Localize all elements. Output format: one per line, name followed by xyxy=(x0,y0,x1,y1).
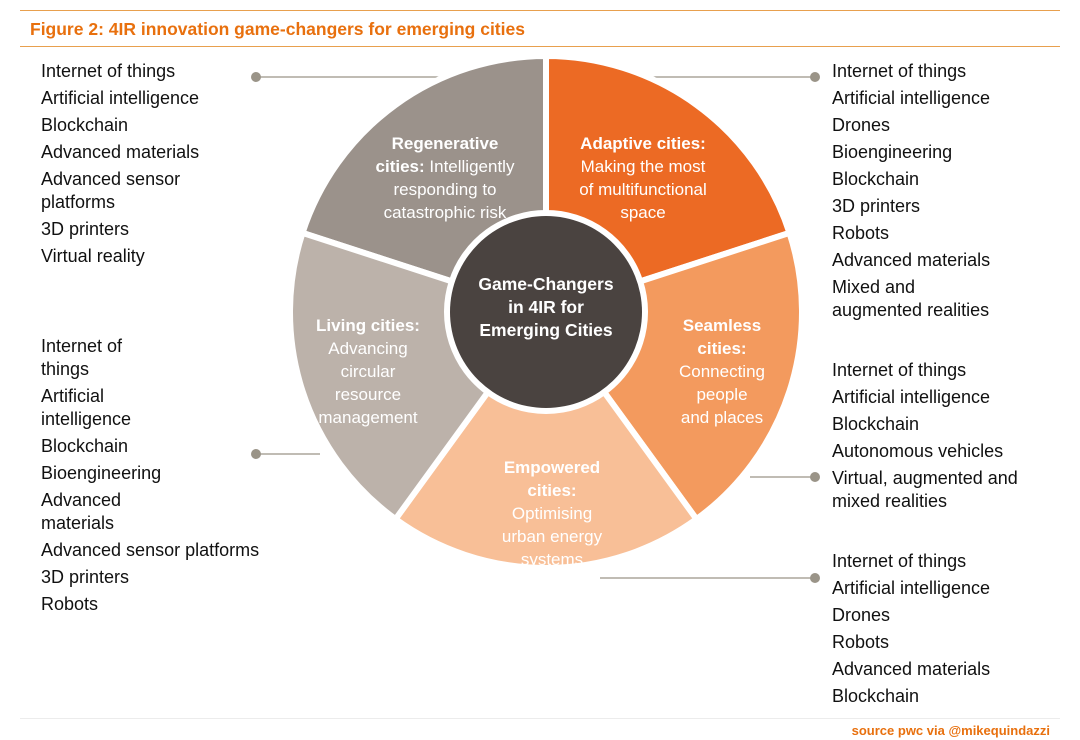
tech-list-seamless: Internet of things Artificial intelligen… xyxy=(832,357,1057,515)
tech-item: Artificial intelligence xyxy=(832,387,991,407)
tech-item: Virtual reality xyxy=(41,246,145,266)
tech-item: Advanced sensor platforms xyxy=(41,169,181,212)
tech-item: Drones xyxy=(832,605,891,625)
tech-list-living: Internet of things Artificial intelligen… xyxy=(41,333,281,618)
tech-item: 3D printers xyxy=(41,567,130,587)
tech-list-empowered: Internet of things Artificial intelligen… xyxy=(832,548,1022,710)
tech-item: Artificial intelligence xyxy=(832,88,991,108)
connector-dot xyxy=(810,573,820,583)
tech-item: Blockchain xyxy=(41,436,129,456)
connector-dot xyxy=(810,72,820,82)
tech-item: Blockchain xyxy=(41,115,129,135)
tech-item: Internet of things xyxy=(41,61,176,81)
tech-list-regenerative: Internet of things Artificial intelligen… xyxy=(41,58,216,270)
tech-item: Artificial intelligence xyxy=(41,88,200,108)
tech-item: Internet of things xyxy=(832,61,967,81)
tech-item: Drones xyxy=(832,115,891,135)
connector-dot xyxy=(251,449,261,459)
tech-item: 3D printers xyxy=(832,196,921,216)
segment-label-adaptive: Adaptive cities: Making the most of multif… xyxy=(579,134,707,222)
tech-item: Advanced materials xyxy=(41,490,122,533)
connector-dot xyxy=(810,472,820,482)
tech-item: Blockchain xyxy=(832,414,920,434)
segment-label-empowered: Empowered cities: Optimising urban energy sy… xyxy=(502,458,603,569)
segment-label-seamless: Seamless cities: Connecting people and place… xyxy=(679,316,765,427)
tech-item: Internet of things xyxy=(832,360,967,380)
tech-item: Robots xyxy=(832,632,890,652)
tech-item: Virtual, augmented and mixed realities xyxy=(832,468,1018,511)
tech-item: Advanced materials xyxy=(832,250,991,270)
source-credit: source pwc via @mikequindazzi xyxy=(851,723,1050,738)
tech-item: Internet of things xyxy=(41,336,123,379)
tech-item: Autonomous vehicles xyxy=(832,441,1004,461)
connector-dot xyxy=(251,72,261,82)
bottom-rule xyxy=(20,718,1060,719)
tech-item: Robots xyxy=(41,594,99,614)
center-label: Game-Changers in 4IR for Emerging Cities xyxy=(478,274,613,340)
title-rule xyxy=(20,46,1060,47)
tech-item: Bioengineering xyxy=(41,463,162,483)
tech-item: Internet of things xyxy=(832,551,967,571)
tech-item: Artificial intelligence xyxy=(832,578,991,598)
tech-item: Advanced sensor platforms xyxy=(41,540,260,560)
center-circle xyxy=(450,216,642,408)
tech-item: Bioengineering xyxy=(832,142,953,162)
tech-item: Robots xyxy=(832,223,890,243)
segment-label-living: Living cities: Advancing circular resource m… xyxy=(316,316,420,427)
tech-item: Advanced materials xyxy=(41,142,200,162)
tech-item: Blockchain xyxy=(832,686,920,706)
tech-item: Advanced materials xyxy=(832,659,991,679)
tech-item: Blockchain xyxy=(832,169,920,189)
top-rule xyxy=(20,10,1060,11)
figure-title: Figure 2: 4IR innovation game-changers f… xyxy=(30,19,525,39)
center-hub: Game-Changers in 4IR for Emerging Cities xyxy=(445,211,647,413)
connectors xyxy=(251,72,820,583)
tech-item: Mixed and augmented realities xyxy=(832,277,990,320)
segment-label-regenerative: Regenerative cities: Intelligently respond… xyxy=(376,134,515,222)
tech-item: 3D printers xyxy=(41,219,130,239)
tech-list-adaptive: Internet of things Artificial intelligen… xyxy=(832,58,1017,324)
tech-item: Artificial intelligence xyxy=(41,386,132,429)
